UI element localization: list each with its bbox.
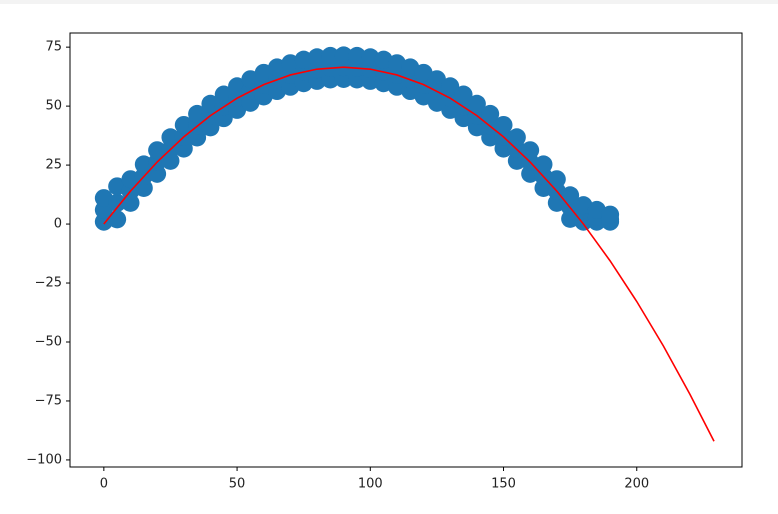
scatter-point [334,46,353,65]
x-tick-label: 100 [358,477,383,492]
scatter-point [347,46,366,65]
scatter-point [454,85,473,104]
y-tick-label: −100 [26,452,62,467]
scatter-point [201,94,220,113]
scatter-point [108,210,127,229]
y-tick-label: −75 [35,393,62,408]
y-tick-label: −50 [35,334,62,349]
scatter-point [161,128,180,147]
scatter-point [441,77,460,96]
scatter-point [108,193,127,212]
scatter-point [361,48,380,67]
y-tick-label: 25 [45,158,62,173]
y-tick-label: 50 [45,99,62,114]
scatter-point [414,63,433,82]
scatter-point [188,104,207,123]
scatter-point [521,141,540,160]
x-tick-label: 150 [491,477,516,492]
y-tick-label: −25 [35,276,62,291]
scatter-point [134,155,153,174]
scatter-point [294,50,313,69]
scatter-point [467,94,486,113]
scatter-point [308,48,327,67]
scatter-point [547,170,566,189]
x-tick-label: 200 [624,477,649,492]
x-tick-label: 0 [100,477,108,492]
scatter-point [534,155,553,174]
x-tick-label: 50 [229,477,246,492]
scatter-point [601,205,620,224]
plot-frame [69,32,743,468]
top-strip [0,0,778,4]
scatter-point [481,104,500,123]
scatter-point [148,141,167,160]
scatter-point [561,186,580,205]
y-tick-label: 0 [54,217,62,232]
scatter-point [321,46,340,65]
line [103,66,715,442]
scatter-point [427,70,446,89]
scatter-point [174,115,193,134]
scatter-point [507,128,526,147]
y-tick-label: 75 [45,40,62,55]
scatter-point [494,115,513,134]
